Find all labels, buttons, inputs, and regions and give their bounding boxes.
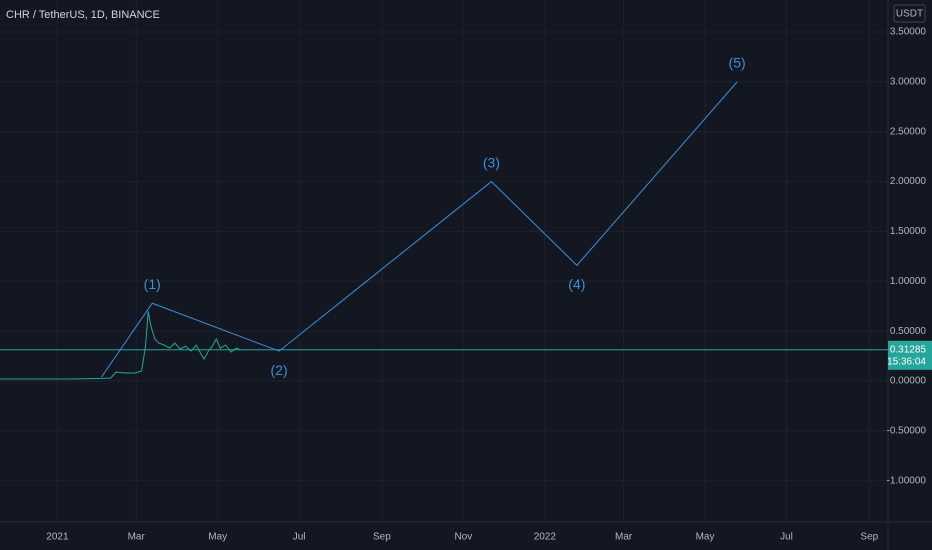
currency[interactable]: USDT bbox=[896, 9, 923, 20]
x-tick-label: Jul bbox=[293, 532, 306, 543]
x-tick-label: 2022 bbox=[534, 532, 557, 543]
y-tick-label: -1.00000 bbox=[887, 475, 927, 486]
x-tick-label: Nov bbox=[454, 532, 472, 543]
y-tick-label: 2.00000 bbox=[890, 176, 927, 187]
wave-line bbox=[101, 81, 738, 378]
wave-label: (5) bbox=[729, 55, 746, 71]
x-tick-label: Sep bbox=[860, 532, 878, 543]
y-tick-label: 0.00000 bbox=[890, 376, 927, 387]
y-tick-label: 3.50000 bbox=[890, 27, 927, 38]
price-line bbox=[0, 311, 241, 380]
y-tick-label: 0.50000 bbox=[890, 326, 927, 337]
x-tick-label: Jul bbox=[780, 532, 793, 543]
x-tick-label: May bbox=[696, 532, 715, 543]
y-tick-label: 1.50000 bbox=[890, 226, 927, 237]
x-tick-label: May bbox=[208, 532, 227, 543]
grid bbox=[0, 0, 888, 522]
currency-box[interactable] bbox=[893, 4, 926, 23]
x-tick-label: 2021 bbox=[46, 532, 69, 543]
y-tick-label: 1.00000 bbox=[890, 276, 927, 287]
y-tick-label: 3.00000 bbox=[890, 77, 927, 88]
last-price-box bbox=[888, 340, 932, 370]
countdown: 15:36:04 bbox=[887, 356, 926, 367]
y-tick-label: 2.50000 bbox=[890, 126, 927, 137]
chart-title: CHR / TetherUS, 1D, BINANCE bbox=[6, 9, 160, 21]
wave-label: (3) bbox=[483, 154, 500, 170]
last-price-label: 0.31285 bbox=[890, 344, 927, 355]
y-tick-label: -0.50000 bbox=[887, 426, 927, 437]
x-tick-label: Mar bbox=[615, 532, 633, 543]
wave-label: (4) bbox=[568, 276, 585, 292]
wave-label: (1) bbox=[144, 276, 161, 292]
x-tick-label: Mar bbox=[128, 532, 146, 543]
x-tick-label: Sep bbox=[373, 532, 391, 543]
wave-label: (2) bbox=[271, 362, 288, 378]
